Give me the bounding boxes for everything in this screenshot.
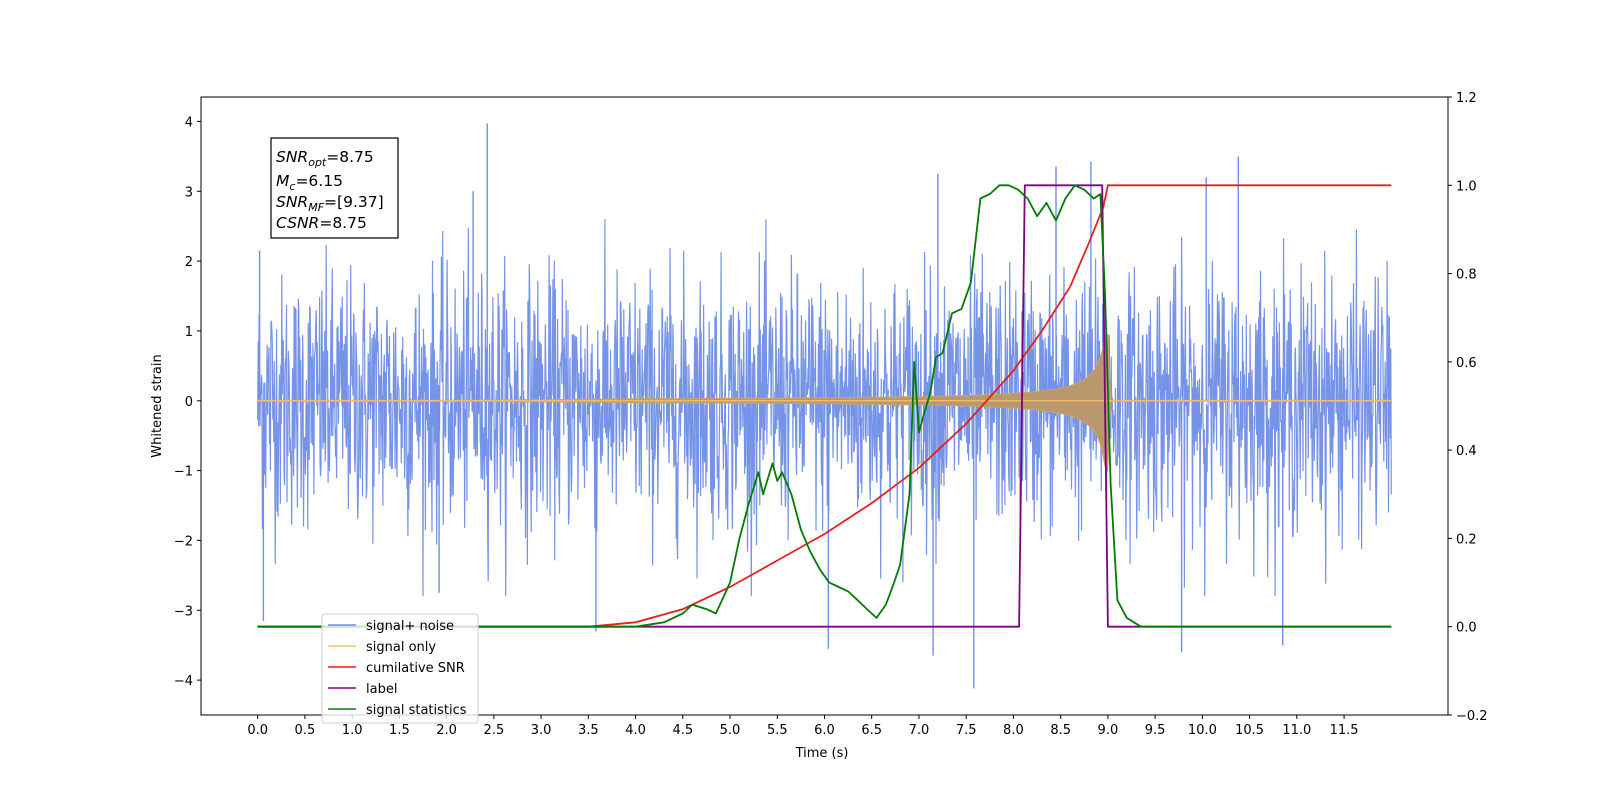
series-signal-statistics (257, 184, 1392, 628)
x-tick-label: 10.5 (1235, 723, 1264, 738)
y-axis-title-left: Whitened strain (150, 354, 165, 457)
annotation-snr-mf: SNRMF=[9.37] (276, 193, 384, 214)
y-tick-label-left: 0 (185, 395, 193, 410)
x-tick-label: 6.5 (861, 723, 882, 738)
y-tick-label-left: 4 (185, 115, 193, 130)
y-tick-label-left: 1 (185, 325, 193, 340)
x-tick-label: 10.0 (1188, 723, 1217, 738)
legend-label: signal only (366, 640, 436, 655)
x-tick-label: 1.5 (389, 723, 410, 738)
legend-frame (321, 613, 479, 724)
legend-label: label (366, 682, 397, 697)
x-tick-label: 0.5 (295, 723, 316, 738)
x-tick-label: 9.0 (1098, 723, 1119, 738)
legend-item-signal-only: signal only (328, 640, 436, 655)
legend-label: signal statistics (366, 703, 467, 718)
x-tick-label: 2.5 (484, 723, 505, 738)
annotation-box: SNRopt=8.75 Mc=6.15 SNRMF=[9.37] CSNR=8.… (270, 137, 399, 239)
x-tick-label: 5.0 (720, 723, 741, 738)
annotation-snr-opt: SNRopt=8.75 (276, 148, 374, 169)
legend-item-signal-noise: signal+ noise (328, 619, 454, 634)
x-tick-label: 4.0 (625, 723, 646, 738)
y-tick-label-left: −1 (174, 465, 193, 480)
y-tick-label-left: −4 (174, 674, 193, 689)
x-tick-label: 7.5 (956, 723, 977, 738)
x-tick-label: 6.0 (814, 723, 835, 738)
series-cumulative-snr (588, 184, 1392, 628)
legend-item-label: label (328, 682, 397, 697)
x-tick-label: 7.0 (909, 723, 930, 738)
x-tick-label: 11.0 (1282, 723, 1311, 738)
y-tick-label-right: 0.4 (1456, 444, 1477, 459)
axis-ticks: 0.0 0.5 1.0 1.5 2.0 2.5 3.0 3.5 4.0 4.5 5.0 5.5 6.0 6… (174, 91, 1488, 738)
legend: signal+ noise signal only cumilative SNR… (321, 613, 479, 724)
x-axis-title: Time (s) (795, 746, 849, 761)
x-tick-label: 1.0 (342, 723, 363, 738)
y-tick-label-right: 0.8 (1456, 268, 1477, 283)
annotation-box-frame (270, 137, 399, 239)
y-tick-label-right: 0.6 (1456, 356, 1477, 371)
x-tick-label: 5.5 (767, 723, 788, 738)
legend-label: cumilative SNR (366, 661, 465, 676)
y-tick-label-right: 1.2 (1456, 91, 1477, 106)
x-tick-label: 3.5 (578, 723, 599, 738)
legend-item-signal-statistics: signal statistics (328, 703, 467, 718)
x-tick-label: 0.0 (247, 723, 268, 738)
x-tick-label: 9.5 (1145, 723, 1166, 738)
x-tick-label: 2.0 (436, 723, 457, 738)
y-tick-label-right: −0.2 (1456, 709, 1488, 724)
y-tick-label-right: 0.0 (1456, 621, 1477, 636)
series-signal-noise (257, 219, 1392, 597)
annotation-mc: Mc=6.15 (276, 172, 343, 193)
y-tick-label-left: 3 (185, 185, 193, 200)
annotation-csnr: CSNR=8.75 (276, 214, 367, 232)
y-tick-label-right: 0.2 (1456, 532, 1477, 547)
y-tick-label-right: 1.0 (1456, 179, 1477, 194)
y-tick-label-left: 2 (185, 255, 193, 270)
y-tick-label-left: −2 (174, 534, 193, 549)
x-tick-label: 3.0 (531, 723, 552, 738)
x-tick-label: 8.5 (1050, 723, 1071, 738)
legend-label: signal+ noise (366, 619, 454, 634)
x-tick-label: 4.5 (672, 723, 693, 738)
legend-item-cumulative-snr: cumilative SNR (328, 661, 465, 676)
x-tick-label: 8.0 (1003, 723, 1024, 738)
x-tick-label: 11.5 (1330, 723, 1359, 738)
y-tick-label-left: −3 (174, 604, 193, 619)
